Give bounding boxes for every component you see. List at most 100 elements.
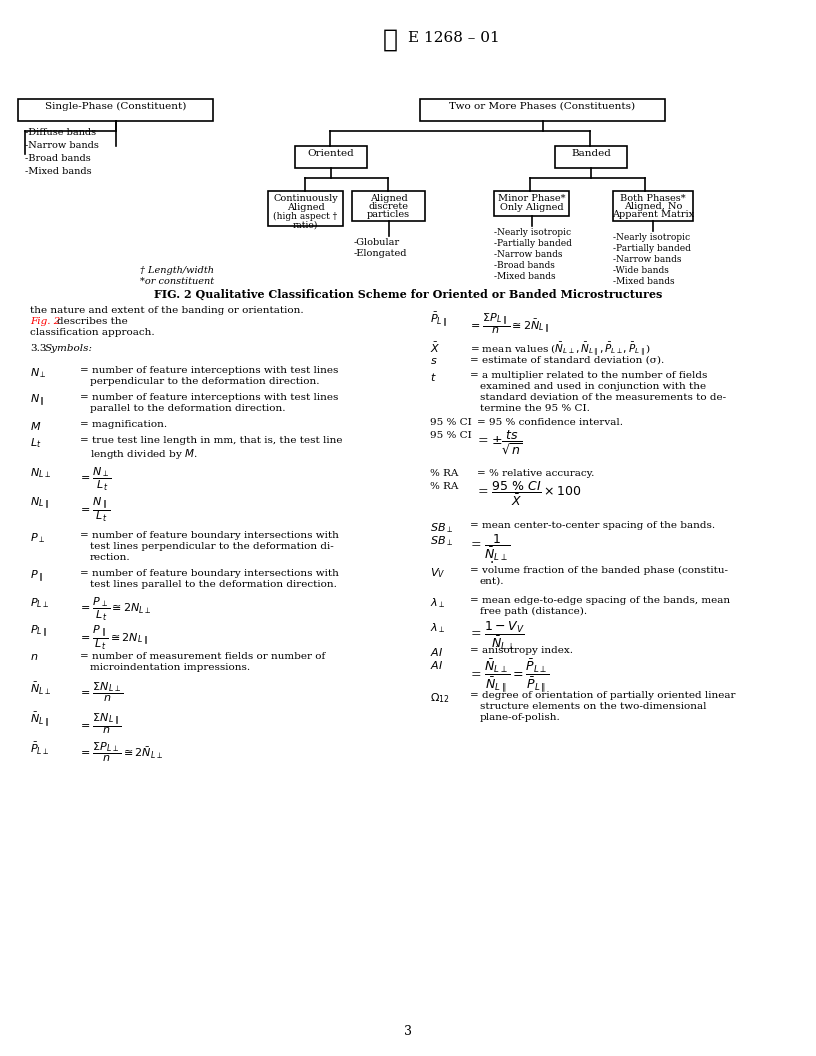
Text: discrete: discrete <box>369 202 409 211</box>
Bar <box>295 146 367 168</box>
Text: 95 % CI: 95 % CI <box>430 418 472 427</box>
Text: $N_{\perp}$: $N_{\perp}$ <box>30 366 47 380</box>
Bar <box>613 191 693 221</box>
Text: $s$: $s$ <box>430 356 437 366</box>
Text: = $\dfrac{P_{\parallel}}{L_t} \cong 2N_{L\parallel}$: = $\dfrac{P_{\parallel}}{L_t} \cong 2N_{… <box>80 624 148 653</box>
Text: -Broad bands: -Broad bands <box>494 261 555 270</box>
Text: $\bar{X}$: $\bar{X}$ <box>430 341 441 355</box>
Text: = anisotropy index.: = anisotropy index. <box>470 646 573 655</box>
Text: $SB_{\perp}$: $SB_{\perp}$ <box>430 534 453 548</box>
Text: -Partially banded: -Partially banded <box>494 239 572 248</box>
Text: = number of feature boundary intersections with: = number of feature boundary intersectio… <box>80 531 339 540</box>
Text: = degree of orientation of partially oriented linear: = degree of orientation of partially ori… <box>470 691 735 700</box>
Text: $\bar{P}_{L\perp}$: $\bar{P}_{L\perp}$ <box>30 741 50 757</box>
Bar <box>18 99 213 121</box>
Text: -Narrow bands: -Narrow bands <box>613 254 681 264</box>
Text: -Narrow bands: -Narrow bands <box>25 142 99 150</box>
Text: standard deviation of the measurements to de-: standard deviation of the measurements t… <box>480 393 726 402</box>
Text: perpendicular to the deformation direction.: perpendicular to the deformation directi… <box>90 377 320 386</box>
Text: = $\pm \dfrac{ts}{\sqrt{n}}$: = $\pm \dfrac{ts}{\sqrt{n}}$ <box>477 429 523 457</box>
Text: = 95 % confidence interval.: = 95 % confidence interval. <box>477 418 623 427</box>
Text: Single-Phase (Constituent): Single-Phase (Constituent) <box>45 102 186 111</box>
Text: FIG. 2 Qualitative Classification Scheme for Oriented or Banded Microstructures: FIG. 2 Qualitative Classification Scheme… <box>153 289 663 300</box>
Text: test lines perpendicular to the deformation di-: test lines perpendicular to the deformat… <box>90 542 334 551</box>
Text: particles: particles <box>367 210 410 219</box>
Text: = $\dfrac{\Sigma N_{L\perp}}{n}$: = $\dfrac{\Sigma N_{L\perp}}{n}$ <box>80 681 123 704</box>
Text: $\lambda_{\perp}$: $\lambda_{\perp}$ <box>430 621 446 635</box>
Text: $N_{L\parallel}$: $N_{L\parallel}$ <box>30 496 49 512</box>
Text: $AI$: $AI$ <box>430 659 443 671</box>
Text: $V_V$: $V_V$ <box>430 566 446 580</box>
Text: $P_{L\perp}$: $P_{L\perp}$ <box>30 596 50 609</box>
Text: = $\dfrac{\Sigma P_{L\parallel}}{n} \cong 2\bar{N}_{L\parallel}$: = $\dfrac{\Sigma P_{L\parallel}}{n} \con… <box>470 312 549 336</box>
Text: = $\dfrac{\Sigma N_{L\parallel}}{n}$: = $\dfrac{\Sigma N_{L\parallel}}{n}$ <box>80 711 122 736</box>
Text: $AI$: $AI$ <box>430 646 443 658</box>
Text: describes the: describes the <box>57 317 128 326</box>
Text: Apparent Matrix: Apparent Matrix <box>612 210 694 219</box>
Text: = $\dfrac{95\ \%\ CI}{\bar{X}} \times 100$: = $\dfrac{95\ \%\ CI}{\bar{X}} \times 10… <box>477 480 582 508</box>
Bar <box>494 191 569 216</box>
Text: -Elongated: -Elongated <box>354 249 407 258</box>
Text: $t$: $t$ <box>430 371 437 383</box>
Text: = $\dfrac{P_{\perp}}{L_t} \cong 2N_{L\perp}$: = $\dfrac{P_{\perp}}{L_t} \cong 2N_{L\pe… <box>80 596 152 623</box>
Text: Two or More Phases (Constituents): Two or More Phases (Constituents) <box>450 102 636 111</box>
Text: rection.: rection. <box>90 553 131 562</box>
Text: $P_{\parallel}$: $P_{\parallel}$ <box>30 569 43 585</box>
Text: Aligned: Aligned <box>286 203 325 212</box>
Text: ent).: ent). <box>480 577 504 586</box>
Text: = $\dfrac{1 - V_V}{\bar{N}_{L\perp}}$: = $\dfrac{1 - V_V}{\bar{N}_{L\perp}}$ <box>470 619 525 652</box>
Text: $P_{\perp}$: $P_{\perp}$ <box>30 531 45 545</box>
Text: = $\dfrac{\bar{N}_{L\perp}}{\bar{N}_{L\parallel}} = \dfrac{\bar{P}_{L\perp}}{\ba: = $\dfrac{\bar{N}_{L\perp}}{\bar{N}_{L\p… <box>470 657 550 694</box>
Text: Oriented: Oriented <box>308 149 354 158</box>
Text: % RA: % RA <box>430 469 459 478</box>
Text: -Mixed bands: -Mixed bands <box>494 272 556 281</box>
Text: Aligned: Aligned <box>370 194 407 203</box>
Text: length divided by $M$.: length divided by $M$. <box>90 447 197 461</box>
Text: = number of measurement fields or number of: = number of measurement fields or number… <box>80 652 326 661</box>
Text: = number of feature interceptions with test lines: = number of feature interceptions with t… <box>80 366 339 375</box>
Text: $N_{L\perp}$: $N_{L\perp}$ <box>30 466 51 479</box>
Text: = % relative accuracy.: = % relative accuracy. <box>477 469 594 478</box>
Text: microindentation impressions.: microindentation impressions. <box>90 663 251 672</box>
Text: = estimate of standard deviation (σ).: = estimate of standard deviation (σ). <box>470 356 664 365</box>
Text: -Mixed bands: -Mixed bands <box>25 167 91 176</box>
Text: E 1268 – 01: E 1268 – 01 <box>408 31 499 45</box>
Text: -Wide bands: -Wide bands <box>613 266 669 275</box>
Text: free path (distance).: free path (distance). <box>480 607 588 616</box>
Text: -Narrow bands: -Narrow bands <box>494 250 562 259</box>
Text: Fig. 2: Fig. 2 <box>30 317 60 326</box>
Text: Ⓞ: Ⓞ <box>383 29 397 52</box>
Text: 3: 3 <box>404 1025 412 1038</box>
Text: = number of feature boundary intersections with: = number of feature boundary intersectio… <box>80 569 339 578</box>
Text: † Length/width: † Length/width <box>140 266 214 275</box>
Text: $L_t$: $L_t$ <box>30 436 42 450</box>
Text: (high aspect †: (high aspect † <box>273 212 338 221</box>
Text: $P_{L\parallel}$: $P_{L\parallel}$ <box>30 624 47 640</box>
Text: Banded: Banded <box>571 149 611 158</box>
Text: test lines parallel to the deformation direction.: test lines parallel to the deformation d… <box>90 580 337 589</box>
Text: parallel to the deformation direction.: parallel to the deformation direction. <box>90 404 286 413</box>
Text: structure elements on the two-dimensional: structure elements on the two-dimensiona… <box>480 702 707 711</box>
Text: % RA: % RA <box>430 482 459 491</box>
Text: Both Phases*: Both Phases* <box>620 194 685 203</box>
Bar <box>268 191 343 226</box>
Text: 95 % CI: 95 % CI <box>430 431 472 440</box>
Text: = mean center-to-center spacing of the bands.: = mean center-to-center spacing of the b… <box>470 521 715 530</box>
Bar <box>420 99 665 121</box>
Text: = magnification.: = magnification. <box>80 420 167 429</box>
Text: $\bar{N}_{L\perp}$: $\bar{N}_{L\perp}$ <box>30 681 51 697</box>
Text: termine the 95 % CI.: termine the 95 % CI. <box>480 404 590 413</box>
Text: ratio): ratio) <box>293 221 318 230</box>
Text: classification approach.: classification approach. <box>30 328 154 337</box>
Text: -Nearly isotropic: -Nearly isotropic <box>494 228 571 237</box>
Text: = mean values ($\bar{N}_{L\perp}, \bar{N}_{L\parallel}, \bar{P}_{L\perp}, \bar{P: = mean values ($\bar{N}_{L\perp}, \bar{N… <box>470 341 651 359</box>
Text: = $\dfrac{N_{\parallel}}{L_t}$: = $\dfrac{N_{\parallel}}{L_t}$ <box>80 496 110 525</box>
Text: *or constituent: *or constituent <box>140 277 214 286</box>
Text: examined and used in conjunction with the: examined and used in conjunction with th… <box>480 382 706 391</box>
Text: $\bar{N}_{L\parallel}$: $\bar{N}_{L\parallel}$ <box>30 711 49 730</box>
Text: the nature and extent of the banding or orientation.: the nature and extent of the banding or … <box>30 306 304 315</box>
Text: = $\dfrac{1}{\bar{N}_{L\perp}}$: = $\dfrac{1}{\bar{N}_{L\perp}}$ <box>470 532 511 563</box>
Text: Aligned, No: Aligned, No <box>623 202 682 211</box>
Text: 3.3: 3.3 <box>30 344 47 353</box>
Text: -Partially banded: -Partially banded <box>613 244 691 253</box>
